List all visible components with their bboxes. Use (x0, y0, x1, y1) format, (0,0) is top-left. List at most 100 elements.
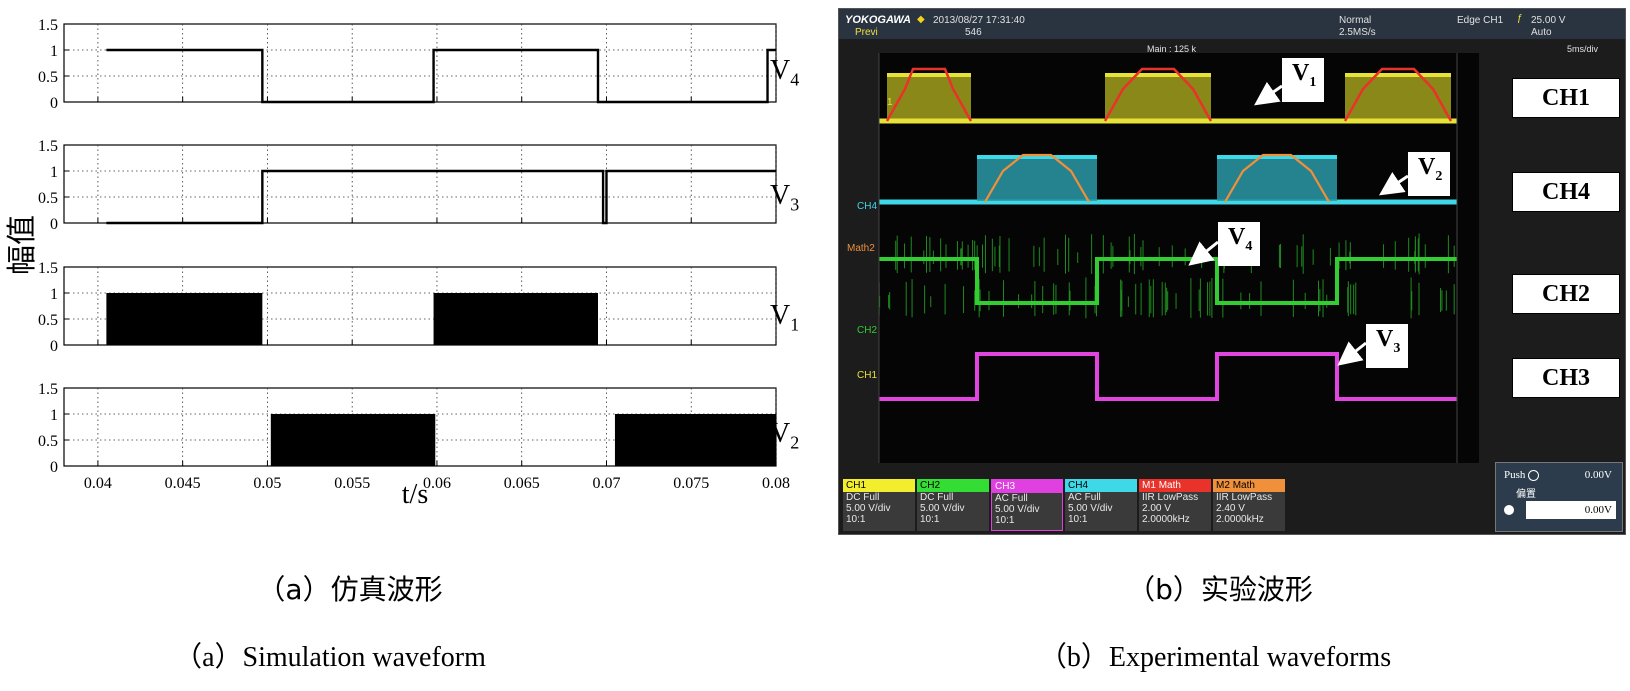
push-row: Push (1504, 469, 1540, 481)
simulation-panels: 1.5 1 0.5 0 1.5 1 0.5 0 1.5 1 0.5 0 1.5 1 0.5 0 0.04 0.04… (38, 17, 790, 492)
push-offset-panel[interactable]: Push 0.00V 偏置 0.00V (1495, 462, 1623, 532)
scope-mode: Normal (1339, 15, 1372, 26)
tile-ch4[interactable]: CH4 AC Full 5.00 V/div 10:1 (1065, 479, 1137, 531)
tile-ch1-coupling: DC Full (846, 492, 880, 503)
y-axis-label: 幅值 (5, 215, 40, 275)
ch-box-ch1: CH1 (1512, 78, 1620, 118)
pwm-block-v1 (106, 293, 263, 345)
tile-ch2-probe: 10:1 (920, 514, 940, 525)
x-tick-label: 0.075 (673, 475, 709, 492)
ch3-trace (879, 352, 1457, 401)
simulation-chart: 1.5 1 0.5 0 1.5 1 0.5 0 1.5 1 0.5 0 1.5 1 0.5 0 0.04 0.04… (5, 17, 790, 510)
y-tick-label: 1.5 (38, 138, 58, 155)
tile-m2[interactable]: M2 Math IIR LowPass 2.40 V 2.0000kHz (1213, 479, 1285, 531)
tile-m2-head: M2 Math (1213, 479, 1285, 492)
y-tick-label: 1 (50, 286, 58, 303)
ch2-side-label: CH2 (857, 325, 878, 336)
callout-v3-sub: 3 (1393, 340, 1401, 356)
tile-ch4-coupling: AC Full (1068, 492, 1101, 503)
offset-knob-icon (1504, 505, 1514, 515)
math1-trace (1343, 67, 1453, 122)
pwm-block-v1 (433, 293, 598, 345)
diamond-icon: ◆ (917, 14, 925, 25)
tile-ch1-scale: 5.00 V/div (846, 503, 891, 514)
tile-ch1-name: CH1 (843, 479, 915, 492)
x-axis-label: t/s (402, 479, 428, 510)
scope-header-bar (839, 9, 1625, 39)
math2-trace (984, 153, 1090, 203)
tile-m2-name: M2 (1216, 480, 1230, 491)
tile-m1-head: M1 Math (1139, 479, 1211, 492)
panel-label-v2-sub: 2 (790, 432, 800, 453)
callout-v2-main: V (1418, 154, 1436, 180)
x-tick-label: 0.065 (504, 475, 540, 492)
callout-v3: V3 (1366, 324, 1409, 368)
ch4-pulse-top (1217, 155, 1337, 159)
tile-m1-name: M1 (1142, 480, 1156, 491)
scope-trigger-level: 25.00 V (1531, 15, 1566, 26)
ch4-pulse-top (977, 155, 1097, 159)
offset-label: 偏置 (1516, 489, 1536, 500)
ch-box-ch4: CH4 (1512, 172, 1620, 212)
y-tick-label: 0.5 (38, 69, 58, 86)
callout-v1-main: V (1292, 60, 1310, 86)
scope-main-points: Main : 125 k (1147, 44, 1197, 54)
y-tick-label: 1 (50, 407, 58, 424)
ch1-side-label: CH1 (857, 370, 878, 381)
tile-ch3-scale: 5.00 V/div (995, 504, 1040, 515)
x-tick-label: 0.04 (84, 475, 112, 492)
ch1-pulse-top (1345, 73, 1451, 77)
tile-ch1-probe: 10:1 (846, 514, 866, 525)
pwm-block-v2 (270, 414, 436, 466)
ch2-trace (879, 257, 1457, 305)
callout-v3-main: V (1376, 326, 1394, 352)
scope-trigger: Edge CH1 (1457, 15, 1504, 26)
tile-m1[interactable]: M1 Math IIR LowPass 2.00 V 2.0000kHz (1139, 479, 1211, 531)
callout-v1-sub: 1 (1309, 74, 1317, 90)
tile-ch3[interactable]: CH3 AC Full 5.00 V/div 10:1 (991, 479, 1063, 531)
panel-label-v1: V1 (770, 300, 799, 336)
callout-v4: V4 (1218, 222, 1261, 266)
scope-preview-label: Previ (855, 27, 878, 38)
math1-trace (885, 67, 973, 122)
series-line-v4 (106, 48, 776, 104)
tile-ch2-coupling: DC Full (920, 492, 954, 503)
push-label: Push (1504, 469, 1526, 481)
caption-b-en: （b）Experimental waveforms (1038, 642, 1392, 673)
tile-ch1[interactable]: CH1 DC Full 5.00 V/div 10:1 (843, 479, 915, 531)
trigger-edge-icon: ƒ (1517, 13, 1523, 24)
tile-m1-kind: Math (1158, 480, 1181, 491)
panel-label-v4-sub: 4 (790, 69, 800, 90)
x-tick-label: 0.06 (423, 475, 451, 492)
panel-label-v1-sub: 1 (790, 314, 800, 335)
push-value: 0.00V (1584, 469, 1612, 481)
offset-value-field[interactable]: 0.00V (1526, 501, 1616, 519)
ch4-pulse-fill (1217, 157, 1337, 201)
ch4-pulse-fill (977, 157, 1097, 201)
scope-trigger-mode: Auto (1531, 27, 1552, 38)
y-tick-label: 0 (50, 216, 58, 233)
tile-ch4-name: CH4 (1065, 479, 1137, 492)
tile-ch2[interactable]: CH2 DC Full 5.00 V/div 10:1 (917, 479, 989, 531)
panel-frame-v4 (63, 23, 777, 103)
y-tick-label: 0 (50, 459, 58, 476)
oscilloscope-traces (839, 9, 1625, 463)
ch1-level-marker: 1 (887, 97, 893, 108)
tile-ch3-coupling: AC Full (995, 493, 1028, 504)
tile-m1-probe: 2.0000kHz (1142, 514, 1190, 525)
panel-label-v3-sub: 3 (790, 194, 800, 215)
panel-label-v4: V4 (770, 55, 799, 91)
callout-v2-sub: 2 (1435, 168, 1443, 184)
callout-v1: V1 (1282, 58, 1325, 102)
scope-timebase: 5ms/div (1567, 44, 1599, 54)
panel-label-v3: V3 (770, 180, 799, 216)
tile-ch4-scale: 5.00 V/div (1068, 503, 1113, 514)
tile-m2-scale: 2.40 V (1216, 503, 1245, 514)
y-tick-label: 0.5 (38, 312, 58, 329)
ch1-pulse-fill (1105, 73, 1211, 123)
callout-v4-main: V (1228, 224, 1246, 250)
math1-trace (1103, 67, 1213, 122)
y-tick-label: 1 (50, 43, 58, 60)
x-tick-label: 0.05 (253, 475, 281, 492)
y-tick-label: 1 (50, 164, 58, 181)
